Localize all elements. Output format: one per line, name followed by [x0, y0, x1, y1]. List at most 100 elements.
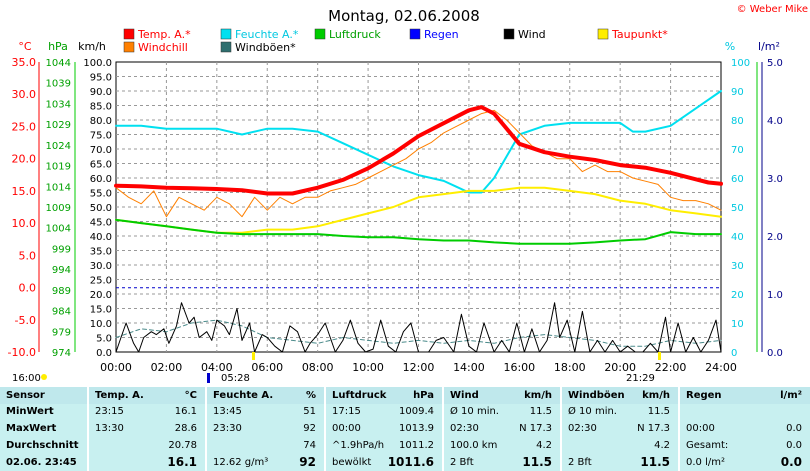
stats-row: 4.2: [654, 440, 670, 451]
sunset-time: 21:29: [626, 373, 655, 384]
stats-column: Feuchte A.% 13:45 51 23:30 92 74 12.62 g/m³ 92: [207, 387, 324, 471]
tick-label: 30: [731, 261, 744, 272]
tick-label: 984: [52, 307, 71, 318]
tick-label: 1039: [46, 79, 71, 90]
tick-label: 5.0: [19, 249, 37, 262]
stats-row: 02:30 N 17.3: [450, 423, 552, 434]
tick-label: 90.0: [90, 87, 112, 98]
press-unit-label: hPa: [48, 40, 68, 53]
x-tick-label: 08:00: [302, 361, 334, 374]
stats-column: Sensor MinWert MaxWert Durchschnitt 02.06. 2…: [0, 387, 87, 471]
stats-row: Durchschnitt: [6, 440, 79, 451]
tick-label: 45.0: [90, 218, 112, 229]
stats-column: Temp. A. °C 23:15 16.1 13:30 28.6 20.78 16.1: [89, 387, 205, 471]
tick-label: 95.0: [90, 73, 112, 84]
stats-column: Wind km/h Ø 10 min. 11.5 02:30 N 17.3 100.0 km…: [444, 387, 560, 471]
tick-label: -10.0: [8, 346, 36, 359]
tick-label: 15.0: [90, 305, 112, 316]
stats-row: 00:00 0.0: [686, 423, 802, 434]
stats-header-row: Luftdruck hPa: [332, 390, 434, 401]
hum-unit-label: %: [725, 40, 735, 53]
x-tick-label: 22:00: [655, 361, 687, 374]
tick-label: 10.0: [90, 319, 112, 330]
legend-swatch: [123, 41, 135, 53]
tick-label: 50: [731, 203, 744, 214]
rain-unit-label: l/m²: [758, 40, 780, 53]
stats-row: 20.78: [168, 440, 197, 451]
series-line-feuchte-a: [115, 90, 722, 194]
series-layer: [114, 90, 723, 353]
x-tick-label: 16:00: [503, 361, 535, 374]
tick-label: 1019: [46, 162, 71, 173]
legend-label: Windchill: [138, 41, 188, 54]
series-line-temp-a: [114, 105, 723, 196]
tick-label: 994: [52, 265, 71, 276]
stats-row: 23:30 92: [213, 423, 316, 434]
legend-label: Regen: [424, 28, 459, 41]
stats-header-row: Regen l/m²: [686, 390, 802, 401]
sunrise-time: 05:28: [221, 373, 250, 384]
tick-label: 2.0: [767, 232, 783, 243]
legend-swatch: [220, 28, 232, 40]
legend-label: Temp. A.*: [137, 28, 191, 41]
stats-row: ^1.9hPa/h 1011.2: [332, 440, 434, 451]
wind-unit-label: km/h: [78, 40, 106, 53]
stats-header-row: Sensor: [6, 390, 45, 401]
tick-label: 90: [731, 87, 744, 98]
legend-swatch: [409, 28, 421, 40]
tick-label: 1044: [46, 58, 71, 69]
tick-label: 35.0: [90, 247, 112, 258]
sunset-sun-marker: [658, 352, 661, 360]
legend-swatch: [220, 41, 232, 53]
tick-label: 979: [52, 327, 71, 338]
series-line-windb-en: [115, 319, 722, 347]
tick-label: 55.0: [90, 189, 112, 200]
tick-label: 1034: [46, 99, 71, 110]
sun-icon: [41, 374, 47, 380]
stats-row: 74: [303, 440, 316, 451]
tick-label: 20.0: [12, 153, 37, 166]
tick-label: 10: [731, 319, 744, 330]
stats-row: 0.0 l/m² 0.0: [686, 455, 802, 469]
axis-ticks: 35.0 30.0 25.0 20.0 15.0 10.0 5.0 0.0 -5.0 -10.0 1…: [8, 56, 783, 374]
tick-label: 80.0: [90, 116, 112, 127]
temp-unit-label: °C: [18, 40, 32, 53]
tick-label: 1029: [46, 120, 71, 131]
tick-label: 40: [731, 232, 744, 243]
tick-label: 35.0: [12, 56, 37, 69]
tick-label: 15.0: [12, 185, 37, 198]
stats-row: 13:45 51: [213, 406, 316, 417]
tick-label: 0: [731, 348, 737, 359]
legend-label: Taupunkt*: [611, 28, 668, 41]
series-line-luftdruck: [115, 218, 722, 245]
x-tick-label: 02:00: [151, 361, 183, 374]
series-line-wind: [115, 302, 722, 353]
tick-label: 60.0: [90, 174, 112, 185]
stats-row: [680, 404, 810, 420]
stats-row: Ø 10 min. 11.5: [450, 406, 552, 417]
tick-label: 4.0: [767, 116, 783, 127]
tick-label: 20.0: [90, 290, 112, 301]
tick-label: 10.0: [12, 217, 37, 230]
stats-header-row: Temp. A. °C: [95, 390, 197, 401]
x-tick-label: 10:00: [352, 361, 384, 374]
tick-label: 50.0: [90, 203, 112, 214]
tick-label: 85.0: [90, 102, 112, 113]
tick-label: 80: [731, 116, 744, 127]
tick-label: 0.0: [19, 282, 37, 295]
x-tick-label: 18:00: [554, 361, 586, 374]
stats-row: 13:30 28.6: [95, 423, 197, 434]
legend: Temp. A.*Windchill Feuchte A.*Windböen* Lu…: [123, 28, 668, 54]
stats-column: Regen l/m² 00:00 0.0 Gesamt: 0.0 0.0 l/m² 0.0: [680, 387, 810, 471]
stats-row: MinWert: [6, 406, 54, 417]
stats-row: 12.62 g/m³ 92: [213, 455, 316, 469]
x-tick-label: 20:00: [604, 361, 636, 374]
x-tick-label: 04:00: [201, 361, 233, 374]
chart-title: Montag, 02.06.2008: [328, 7, 480, 25]
tick-label: 5.0: [96, 334, 112, 345]
legend-label: Feuchte A.*: [235, 28, 299, 41]
tick-label: 40.0: [90, 232, 112, 243]
stats-row: MaxWert: [6, 423, 57, 434]
stats-row: 2 Bft 11.5: [568, 455, 670, 469]
tick-label: 70: [731, 145, 744, 156]
